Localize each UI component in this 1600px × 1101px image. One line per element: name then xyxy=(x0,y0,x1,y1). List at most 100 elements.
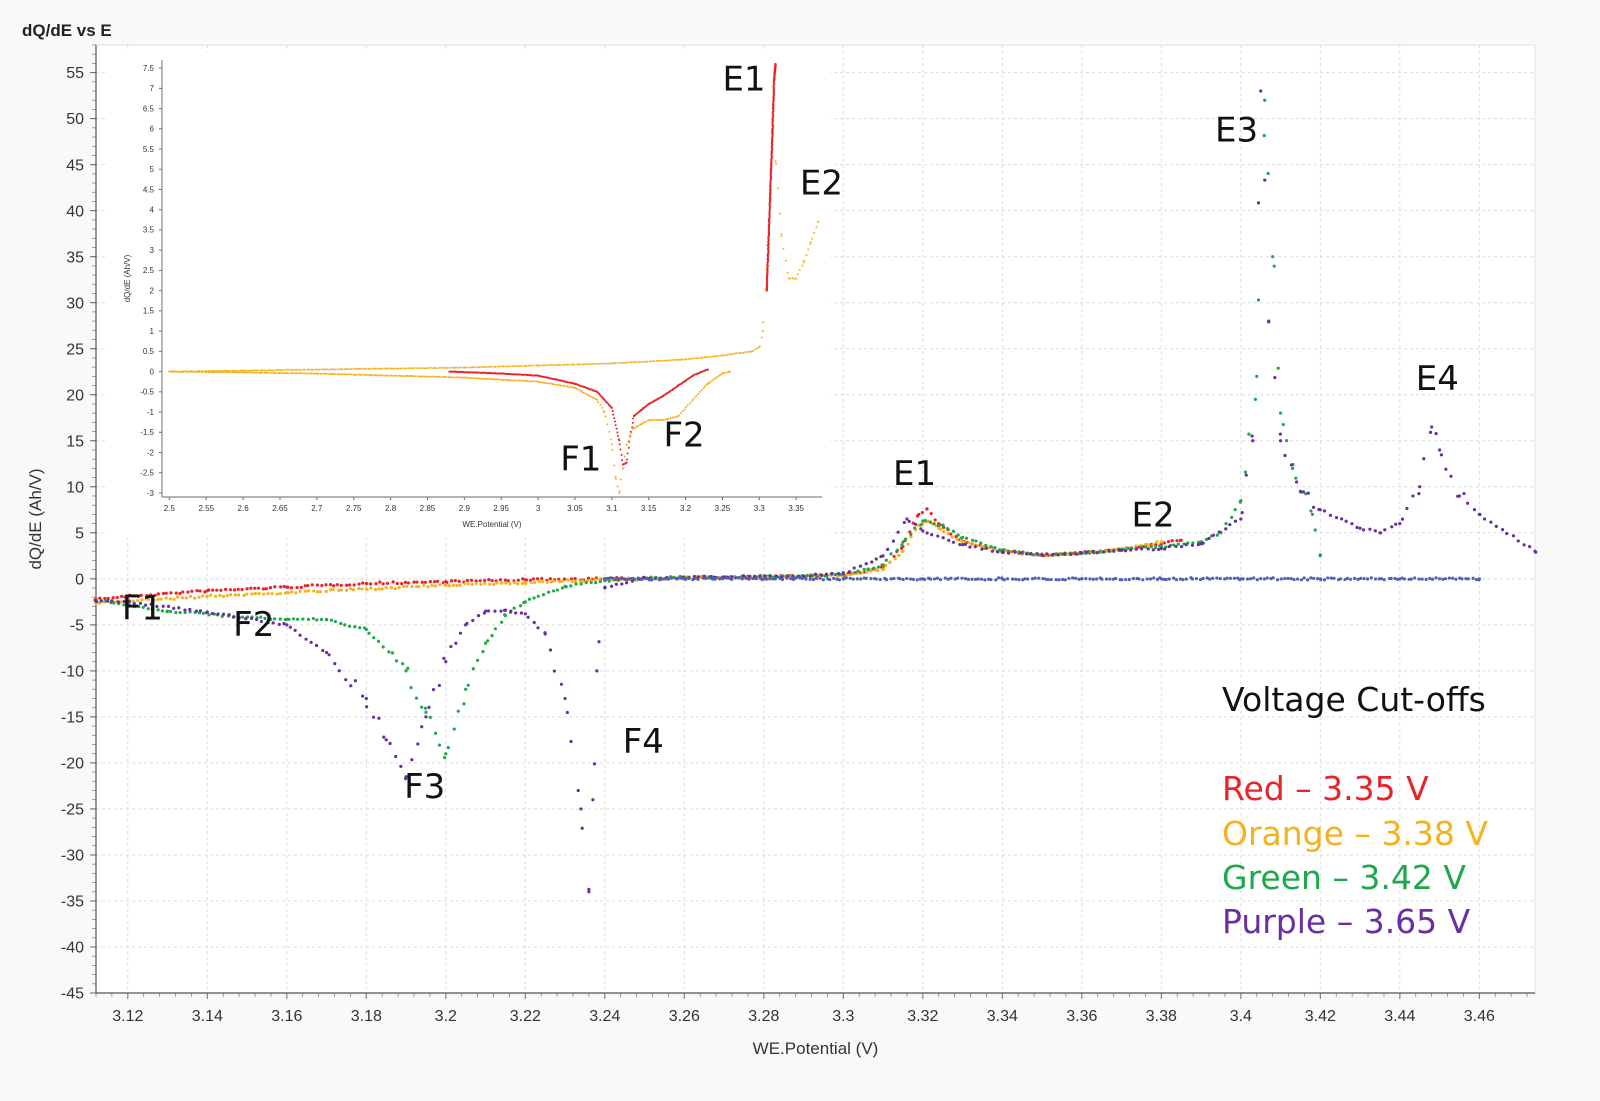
inset-data-point xyxy=(460,366,463,369)
main-data-point xyxy=(312,589,316,593)
main-data-point xyxy=(1243,470,1248,474)
inset-data-point xyxy=(267,371,270,374)
main-y-tick-label: 15 xyxy=(66,433,84,450)
main-data-point xyxy=(306,583,310,588)
main-data-point xyxy=(1472,507,1477,512)
main-data-point xyxy=(811,577,816,582)
inset-data-point xyxy=(683,408,686,411)
inset-data-point xyxy=(619,448,622,451)
main-data-point xyxy=(1029,552,1033,556)
main-data-point xyxy=(228,588,232,592)
main-data-point xyxy=(1265,576,1269,580)
main-data-point xyxy=(390,651,395,655)
inset-data-point xyxy=(478,377,481,380)
inset-data-point xyxy=(423,375,426,378)
inset-data-point xyxy=(681,410,684,413)
main-x-tick-label: 3.38 xyxy=(1146,1008,1177,1025)
inset-data-point xyxy=(661,359,664,362)
main-data-point xyxy=(503,608,508,612)
main-data-point xyxy=(547,590,551,594)
main-data-point xyxy=(860,571,864,575)
inset-y-tick-label: 4.5 xyxy=(143,185,155,194)
main-data-point xyxy=(1262,577,1267,581)
main-data-point xyxy=(368,582,373,586)
inset-data-point xyxy=(651,418,654,421)
inset-data-point xyxy=(697,357,700,360)
inset-data-point xyxy=(246,371,249,374)
inset-data-point xyxy=(637,424,640,427)
main-data-point xyxy=(918,577,923,581)
main-data-point xyxy=(751,576,755,581)
inset-data-point xyxy=(578,389,581,392)
main-data-point xyxy=(186,590,190,594)
main-data-point xyxy=(535,577,540,581)
main-data-point xyxy=(941,536,945,540)
inset-data-point xyxy=(288,368,291,371)
inset-data-point xyxy=(250,371,253,374)
inset-data-point xyxy=(221,369,224,372)
main-data-point xyxy=(696,577,700,581)
inset-y-tick-label: -0.5 xyxy=(140,388,154,397)
inset-data-point xyxy=(211,369,214,372)
main-data-point xyxy=(493,627,498,631)
main-data-point xyxy=(188,607,192,612)
main-data-point xyxy=(146,607,150,611)
main-data-point xyxy=(1417,577,1421,581)
main-data-point xyxy=(897,553,901,558)
main-data-point xyxy=(864,576,868,580)
inset-data-point xyxy=(310,368,313,371)
inset-y-tick-label: 5.5 xyxy=(143,145,155,154)
main-data-point xyxy=(500,620,504,624)
inset-data-point xyxy=(691,357,694,360)
inset-data-point xyxy=(728,353,731,356)
inset-data-point xyxy=(401,375,404,378)
main-data-point xyxy=(153,593,157,597)
main-data-point xyxy=(1054,578,1058,582)
inset-data-point xyxy=(758,346,761,349)
main-data-point xyxy=(566,578,570,582)
inset-data-point xyxy=(581,391,584,394)
inset-data-point xyxy=(417,375,420,378)
inset-data-point xyxy=(559,364,562,367)
inset-data-point xyxy=(728,370,731,373)
main-data-point xyxy=(536,626,540,630)
inset-data-point xyxy=(170,370,173,373)
inset-data-point xyxy=(281,369,284,372)
main-data-point xyxy=(518,604,523,608)
main-data-point xyxy=(557,579,562,584)
inset-data-point xyxy=(626,458,629,461)
main-data-point xyxy=(740,577,744,581)
inset-data-point xyxy=(376,374,379,377)
main-data-point xyxy=(1071,576,1075,580)
main-data-point xyxy=(328,582,333,587)
inset-data-point xyxy=(341,373,344,376)
inset-data-point xyxy=(343,368,346,371)
main-data-point xyxy=(1494,524,1498,528)
main-data-point xyxy=(229,593,233,597)
main-data-point xyxy=(960,576,964,580)
inset-data-point xyxy=(618,443,621,446)
main-data-point xyxy=(866,567,870,571)
main-x-tick-label: 3.22 xyxy=(510,1008,541,1025)
inset-data-point xyxy=(432,375,435,378)
legend-entry-red: Red – 3.35 V xyxy=(1222,769,1429,808)
inset-data-point xyxy=(571,386,574,389)
inset-data-point xyxy=(695,394,698,397)
main-data-point xyxy=(754,577,758,581)
main-data-point xyxy=(878,577,882,582)
main-data-point xyxy=(958,542,962,547)
main-data-point xyxy=(172,597,176,601)
main-data-point xyxy=(371,715,376,719)
inset-data-point xyxy=(408,375,411,378)
main-data-point xyxy=(884,563,888,568)
inset-data-point xyxy=(401,367,404,370)
main-data-point xyxy=(1454,577,1458,581)
main-data-point xyxy=(381,645,385,649)
main-y-tick-label: -30 xyxy=(61,848,84,865)
inset-data-point xyxy=(325,372,328,375)
inset-data-point xyxy=(579,363,582,366)
main-x-tick-label: 3.44 xyxy=(1384,1008,1415,1025)
inset-data-point xyxy=(555,364,558,367)
inset-data-point xyxy=(594,363,597,366)
